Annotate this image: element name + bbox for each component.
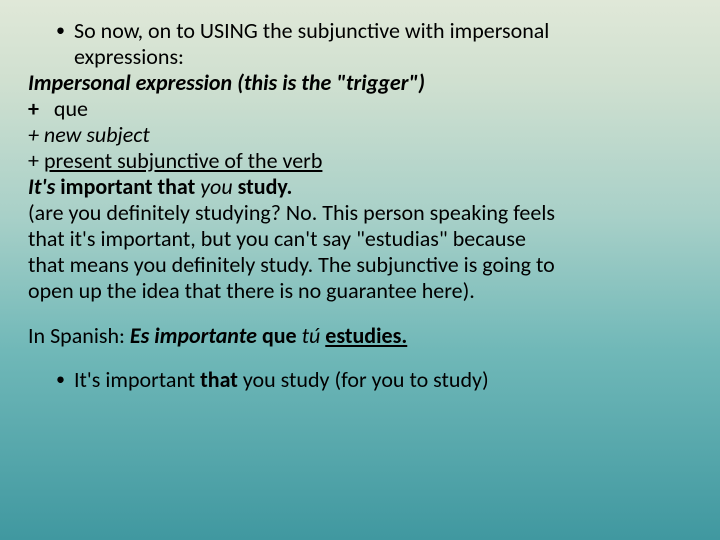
sp-es: Es importante <box>130 322 262 349</box>
spacer <box>28 349 692 367</box>
paren-line: (are you definitely studying? No. This p… <box>28 200 692 226</box>
paren-line: open up the idea that there is no guaran… <box>28 278 692 304</box>
sp-tu: tú <box>302 322 326 349</box>
bullet-text: It's important that you study (for you t… <box>74 367 692 393</box>
bullet-text: So now, on to USING the subjunctive with… <box>74 18 692 70</box>
b2-c: you study (for you to study) <box>243 366 489 393</box>
ex-you: you <box>200 173 232 200</box>
bullet-item-1: • So now, on to USING the subjunctive wi… <box>56 18 692 70</box>
sp-que: que <box>262 322 302 349</box>
sp-est: estudies. <box>325 322 407 349</box>
text-line: So now, on to USING the subjunctive with… <box>74 18 692 44</box>
bullet-marker: • <box>56 18 74 41</box>
que-text: que <box>54 95 88 122</box>
spacer <box>28 303 692 323</box>
presub-text: present subjunctive of the verb <box>44 147 322 174</box>
text-line: expressions: <box>74 44 692 70</box>
presub-line: + present subjunctive of the verb <box>28 148 692 174</box>
newsubj-line: + new subject <box>28 122 692 148</box>
b2-b: that <box>200 366 243 393</box>
spanish-line: In Spanish: Es importante que tú estudie… <box>28 323 692 349</box>
ex-study: study. <box>233 173 293 200</box>
ex-its: It's <box>28 173 55 200</box>
sp-label: In Spanish: <box>28 322 130 349</box>
bullet-item-2: • It's important that you study (for you… <box>56 367 692 393</box>
example-en: It's important that you study. <box>28 174 692 200</box>
ex-that: that <box>158 173 201 200</box>
bullet-marker: • <box>56 367 74 390</box>
plus-sign: + <box>28 95 39 122</box>
que-line: + que <box>28 96 692 122</box>
slide-content: • So now, on to USING the subjunctive wi… <box>28 18 692 393</box>
paren-line: that means you definitely study. The sub… <box>28 252 692 278</box>
paren-line: that it's important, but you can't say "… <box>28 226 692 252</box>
b2-a: It's important <box>74 366 200 393</box>
trigger-line: Impersonal expression (this is the "trig… <box>28 70 692 96</box>
ex-imp: important <box>55 173 157 200</box>
plus-text: + <box>28 147 44 174</box>
